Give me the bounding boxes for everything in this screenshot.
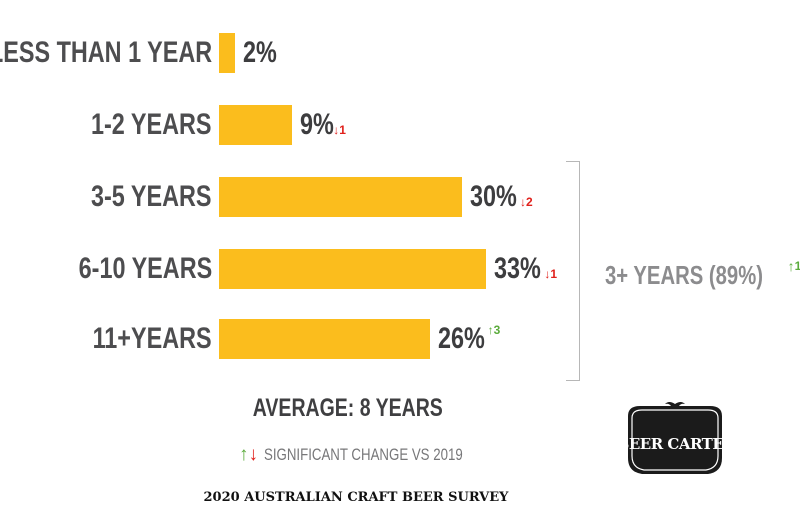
category-label: LESS THAN 1 YEAR (0, 36, 212, 69)
value-label-group: 30% ↓2 (470, 177, 533, 217)
beer-cartel-logo-icon: BEER CARTEL (617, 402, 735, 474)
value-label-group: 2% (243, 33, 286, 73)
average-label: AVERAGE: 8 YEARS (252, 394, 443, 422)
down-arrow-icon: ↓ (248, 444, 259, 465)
value-label: 2% (243, 36, 278, 69)
group-label: 3+ YEARS (89%) ↑1 (605, 255, 800, 295)
value-label-group: 26% ↑3 (438, 319, 501, 359)
change-down-indicator: ↓2 (520, 195, 533, 209)
group-label-text: 3+ YEARS (89%) (605, 260, 763, 290)
legend: ↑↓ SIGNIFICANT CHANGE VS 2019 (239, 442, 519, 468)
logo-text: BEER CARTEL (620, 435, 730, 453)
change-down-indicator: ↓1 (544, 267, 558, 281)
value-label: 9% (299, 108, 334, 141)
bar (219, 33, 236, 73)
footer-title: 2020 AUSTRALIAN CRAFT BEER SURVEY (203, 490, 509, 505)
category-label: 3-5 YEARS (91, 180, 212, 213)
value-label: 30% (470, 180, 517, 213)
value-label-group: 33% ↓1 (494, 249, 557, 289)
change-up-indicator: ↑3 (487, 323, 501, 337)
change-down-indicator: ↓1 (333, 123, 346, 137)
group-bracket (566, 161, 580, 381)
value-label-group: 9%↓1 (300, 105, 346, 145)
value-label: 33% (494, 252, 542, 285)
bar (219, 105, 292, 145)
group-change-arrow: ↑ (787, 258, 795, 274)
category-label: 6-10 YEARS (78, 252, 212, 285)
bar (219, 319, 430, 359)
legend-text: SIGNIFICANT CHANGE VS 2019 (264, 445, 463, 464)
up-arrow-icon: ↑ (239, 444, 249, 465)
bar (219, 249, 487, 289)
bar (219, 177, 462, 217)
category-label: 1-2 YEARS (91, 108, 212, 141)
group-change-amount: 1 (794, 259, 800, 273)
beer-cartel-logo: BEER CARTEL (617, 400, 735, 482)
category-label: 11+YEARS (92, 322, 212, 355)
value-label: 26% (437, 322, 485, 355)
